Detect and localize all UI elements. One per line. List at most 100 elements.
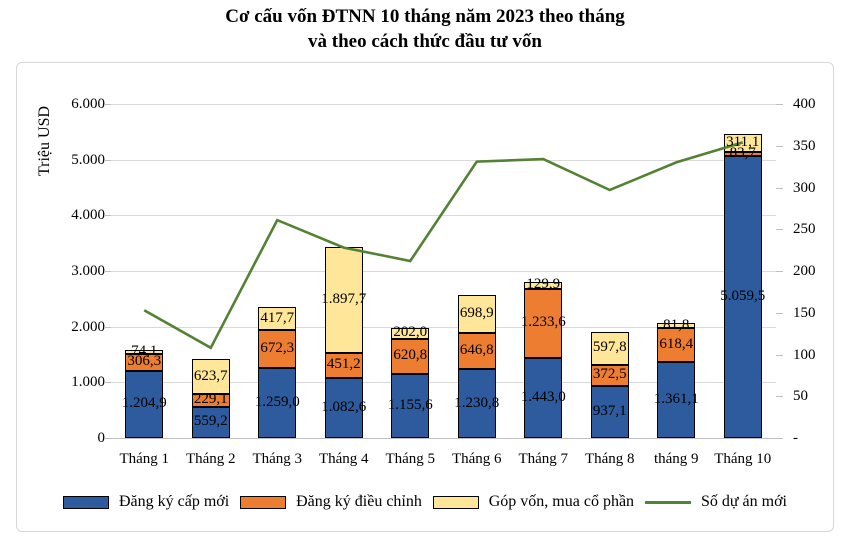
data-label: 937,1 xyxy=(592,402,627,419)
legend-swatch xyxy=(63,495,109,509)
gridline xyxy=(111,159,776,161)
bar-segment xyxy=(657,323,696,328)
data-label: 559,2 xyxy=(193,413,228,430)
bar-segment xyxy=(657,327,696,363)
category-label: Tháng 6 xyxy=(451,451,502,467)
bar-segment xyxy=(457,333,496,370)
bar-segment xyxy=(391,339,430,374)
bar-segment xyxy=(191,359,230,395)
category-label: Tháng 5 xyxy=(385,451,436,467)
bar-segment xyxy=(391,327,430,340)
right-axis-tick-label: 200 xyxy=(793,263,816,279)
legend-label: Đăng ký cấp mới xyxy=(119,493,230,510)
right-axis-tick-label: 300 xyxy=(793,179,816,196)
category-label: Tháng 3 xyxy=(252,451,303,467)
data-label: 311,1 xyxy=(726,134,760,151)
left-axis-tickmark xyxy=(104,104,111,105)
bar-segment xyxy=(191,394,230,407)
legend-line-swatch xyxy=(644,500,691,504)
left-axis-tick-label: 1.000 xyxy=(71,374,105,391)
category-label: Tháng 8 xyxy=(584,451,635,467)
right-axis-tickmark xyxy=(776,396,783,398)
gridline xyxy=(111,438,776,439)
right-axis-tick-label: 250 xyxy=(793,221,816,238)
category-label: tháng 9 xyxy=(653,451,699,467)
bar-segment xyxy=(125,349,164,354)
right-axis-tickmark xyxy=(776,438,783,439)
left-axis-tickmark xyxy=(104,271,111,272)
data-label: 1.230,8 xyxy=(454,394,500,411)
right-axis-tick-label: 400 xyxy=(793,96,816,112)
bar-segment xyxy=(191,406,230,438)
data-label: 672,3 xyxy=(260,340,295,357)
data-label: 5.059,5 xyxy=(720,288,766,305)
legend-label: Đăng ký điều chỉnh xyxy=(296,493,422,510)
right-axis-tickmark xyxy=(776,187,783,189)
data-label: 417,7 xyxy=(260,309,295,326)
right-axis-tickmark xyxy=(776,271,783,272)
chart-title-line2: và theo cách thức đầu tư vốn xyxy=(308,31,542,52)
right-axis-tick-label: 350 xyxy=(793,137,816,154)
data-label: 620,8 xyxy=(393,347,428,364)
left-axis-tickmark xyxy=(104,326,111,328)
data-label: 229,1 xyxy=(193,391,228,408)
legend: Đăng ký cấp mới Đăng ký điều chỉnh Góp vốn… xyxy=(17,493,833,511)
bar-segment xyxy=(524,357,563,438)
gridline xyxy=(111,271,776,272)
bar-segment xyxy=(457,294,496,334)
bar-segment xyxy=(590,385,629,438)
right-axis-tickmark xyxy=(776,229,783,231)
data-label: 129,9 xyxy=(526,276,561,293)
bar-segment xyxy=(524,281,563,289)
category-label: Tháng 10 xyxy=(714,451,772,467)
gridline xyxy=(111,326,776,328)
data-label: 623,7 xyxy=(193,367,228,384)
bar-segment xyxy=(125,370,164,438)
chart-title-line1: Cơ cấu vốn ĐTNN 10 tháng năm 2023 theo t… xyxy=(225,6,625,27)
bar-segment xyxy=(324,352,363,378)
left-axis-tick-label: 2.000 xyxy=(71,318,105,335)
gridline xyxy=(111,215,776,217)
left-axis-tickmark xyxy=(104,438,111,439)
right-axis-tick-label: 50 xyxy=(793,388,808,405)
data-label: 451,2 xyxy=(326,356,361,373)
data-label: 83,7 xyxy=(729,145,756,162)
line-series-svg xyxy=(143,141,744,350)
bar-segment xyxy=(723,156,762,438)
legend-item: Đăng ký điều chỉnh xyxy=(240,493,422,511)
data-label: 372,5 xyxy=(592,366,627,383)
left-axis-tick-label: 6.000 xyxy=(71,96,105,112)
chart-title: Cơ cấu vốn ĐTNN 10 tháng năm 2023 theo t… xyxy=(0,4,850,54)
bar-segment xyxy=(590,365,629,386)
bar-segment xyxy=(258,307,297,331)
legend-item: Số dự án mới xyxy=(644,493,787,511)
right-axis-tick-label: - xyxy=(793,430,798,446)
category-label: Tháng 7 xyxy=(518,451,569,467)
left-axis-tick-label: 4.000 xyxy=(71,207,105,224)
gridline xyxy=(111,104,776,105)
data-label: 1.259,0 xyxy=(254,393,300,410)
left-axis-tickmark xyxy=(104,215,111,217)
legend-label: Góp vốn, mua cổ phần xyxy=(488,493,635,510)
bar-segment xyxy=(258,367,297,438)
data-label: 1.443,0 xyxy=(520,388,566,405)
legend-swatch xyxy=(432,495,479,509)
bar-segment xyxy=(324,246,363,353)
left-axis-tickmark xyxy=(104,159,111,161)
data-label: 1.897,7 xyxy=(321,290,367,307)
left-axis-tick-label: 0 xyxy=(97,430,106,446)
data-label: 202,0 xyxy=(393,324,428,341)
data-label: 74,1 xyxy=(131,342,158,359)
right-axis-tick-label: 100 xyxy=(793,346,816,363)
category-label: Tháng 1 xyxy=(119,451,170,467)
right-axis-tickmark xyxy=(776,312,783,314)
bar-segment xyxy=(524,289,563,358)
bar-segment xyxy=(657,362,696,438)
data-label: 1.204,9 xyxy=(121,395,167,412)
data-label: 306,3 xyxy=(127,353,162,370)
category-label: Tháng 4 xyxy=(318,451,369,467)
bar-segment xyxy=(457,369,496,438)
left-axis-tick-label: 5.000 xyxy=(71,151,105,168)
data-label: 1.082,6 xyxy=(321,398,367,415)
data-label: 698,9 xyxy=(459,305,494,322)
